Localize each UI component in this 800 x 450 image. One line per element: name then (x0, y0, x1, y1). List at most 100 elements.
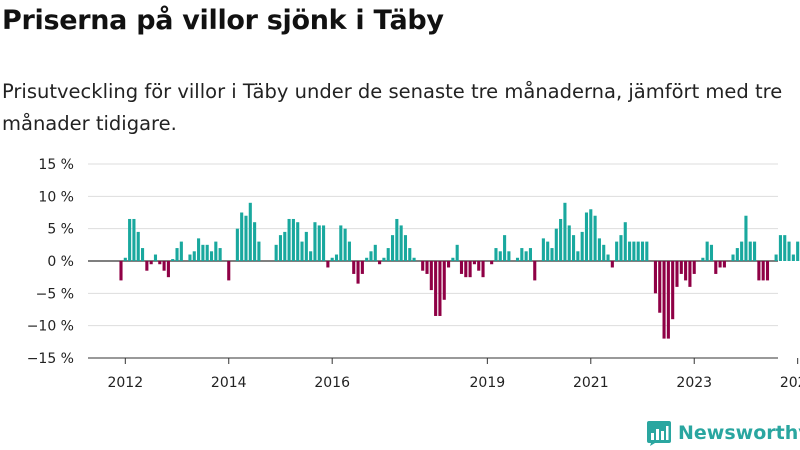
bar (602, 244, 606, 261)
bar (339, 225, 343, 261)
bar (731, 254, 735, 261)
bar (722, 261, 726, 268)
bar (709, 244, 714, 261)
bar (451, 257, 455, 261)
bar (740, 241, 744, 261)
bar (662, 261, 666, 339)
bar (300, 241, 304, 261)
bar (352, 261, 356, 274)
x-tick-label: 2021 (573, 375, 609, 391)
bar (386, 248, 390, 261)
bar (572, 235, 576, 261)
bar (149, 261, 153, 265)
bar-series (119, 202, 800, 339)
bar (490, 261, 494, 265)
bar (412, 257, 416, 261)
y-tick-label: 5 % (47, 222, 74, 238)
bar (472, 261, 476, 265)
bar (257, 241, 261, 261)
bar (128, 218, 132, 261)
bar (188, 254, 192, 261)
bar (675, 261, 679, 287)
bar (550, 248, 554, 261)
bar (438, 261, 442, 316)
y-tick-label: −5 % (36, 286, 74, 302)
bar (563, 202, 567, 261)
bar (330, 257, 334, 261)
bar (360, 261, 364, 274)
bar (119, 261, 123, 281)
bar (701, 257, 705, 261)
bar (593, 215, 597, 261)
bar (274, 244, 278, 261)
bar (343, 228, 347, 261)
bar (628, 241, 632, 261)
bar (369, 251, 373, 261)
bar (442, 261, 446, 300)
bar (425, 261, 429, 274)
bar (179, 241, 183, 261)
bar (580, 231, 584, 261)
bar (278, 235, 283, 261)
bar (503, 235, 507, 261)
bar (507, 251, 511, 261)
bar (322, 225, 326, 261)
bar (761, 261, 765, 281)
y-tick-label: 15 % (38, 157, 74, 173)
bar (399, 225, 403, 261)
bar (253, 222, 257, 261)
bar (158, 261, 162, 265)
bar (192, 251, 196, 261)
bar (520, 248, 524, 261)
bar (214, 241, 218, 261)
bar (309, 251, 313, 261)
bar (787, 241, 791, 261)
bar (447, 261, 451, 268)
bar (684, 261, 688, 281)
bar (365, 257, 369, 261)
bar (705, 241, 709, 261)
bar (326, 261, 330, 268)
bar (791, 254, 795, 261)
bar (753, 241, 757, 261)
bar (498, 251, 502, 261)
bar (283, 231, 287, 261)
bar (524, 251, 528, 261)
y-tick-label: −10 % (27, 319, 74, 335)
bar (597, 238, 601, 261)
bar (688, 261, 692, 287)
bar (434, 261, 438, 316)
bar (718, 261, 722, 268)
bar (175, 248, 179, 261)
bar (541, 238, 545, 261)
bar (774, 254, 778, 261)
chart-title: Priserna på villor sjönk i Täby (2, 5, 444, 36)
bar (481, 261, 485, 278)
bar (567, 225, 571, 261)
bar (610, 261, 614, 268)
bar (145, 261, 149, 271)
bar (459, 261, 464, 274)
bar (783, 235, 787, 261)
bar (559, 218, 563, 261)
bar (240, 212, 244, 261)
bar (692, 261, 696, 274)
bar (421, 261, 425, 271)
y-tick-label: −15 % (27, 351, 74, 367)
bar (653, 261, 657, 294)
bar (778, 235, 782, 261)
bar (576, 251, 580, 261)
bar (201, 244, 205, 261)
bar (477, 261, 481, 271)
bar (378, 261, 382, 265)
bar (671, 261, 675, 320)
bar (528, 248, 532, 261)
y-tick-label: 0 % (47, 254, 74, 270)
bar (464, 261, 468, 278)
newsworthy-logo: Newsworthy (646, 420, 800, 446)
bar (248, 202, 252, 261)
bar (533, 261, 537, 281)
bar (589, 209, 593, 261)
bar (136, 231, 140, 261)
bar (546, 241, 550, 261)
